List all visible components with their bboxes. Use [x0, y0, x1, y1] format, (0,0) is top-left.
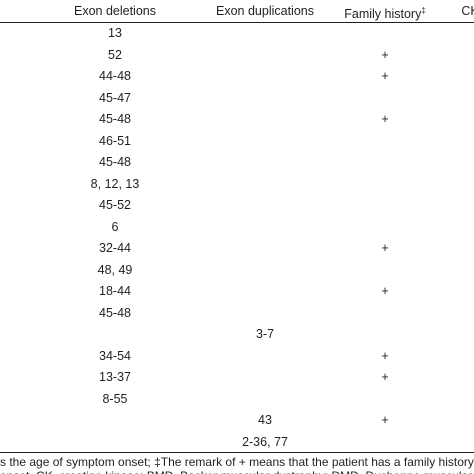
table-cell: 44-48 [99, 69, 131, 83]
table-cell: + [381, 348, 389, 363]
table-cell: + [381, 370, 389, 384]
table-cell: + [381, 69, 389, 83]
column-header: Exon deletions [73, 4, 157, 18]
column-header: Family history‡ [344, 6, 426, 22]
table-cell: 45-48 [99, 305, 131, 320]
table-cell: 43 [258, 413, 272, 427]
column-header: CK [461, 4, 474, 18]
table-cell: 6 [111, 219, 119, 234]
table-cell: 32-44 [99, 241, 131, 255]
table-cell: 45-52 [99, 198, 131, 212]
table-cell: 18-44 [99, 284, 131, 298]
header-footnote-mark: ‡ [421, 6, 426, 15]
table-cell: 8, 12, 13 [90, 176, 140, 191]
table-cell: 52 [108, 47, 122, 62]
table-cell: 45-47 [99, 90, 131, 105]
table-cell: 45-48 [99, 112, 131, 126]
column-header: Exon duplications [216, 4, 314, 18]
table-cell: + [381, 284, 389, 298]
header-rule [0, 22, 474, 23]
table-cell: 45-48 [99, 155, 131, 169]
table-cell: 3-7 [255, 327, 275, 341]
table-cell: 46-51 [99, 133, 131, 148]
table-cell: 13 [108, 26, 122, 40]
table-cell: 2-36, 77 [242, 434, 288, 449]
table-cell: + [381, 47, 389, 62]
table-cell: 13-37 [99, 370, 131, 384]
footnote: onset. CK, creatine kinase; BMD, Becker … [0, 469, 472, 474]
table-cell: 8-55 [102, 391, 128, 406]
table-cell: 34-54 [99, 348, 131, 363]
table-cell: 48, 49 [97, 262, 133, 277]
table-cell: + [381, 112, 389, 126]
footnote: s the age of symptom onset; ‡The remark … [0, 455, 474, 469]
table-cell: + [381, 413, 389, 427]
bottom-rule [0, 452, 474, 453]
table-cell: + [381, 241, 389, 255]
